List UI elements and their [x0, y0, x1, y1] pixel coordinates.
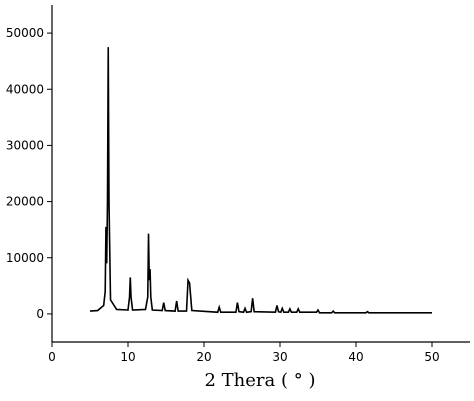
x-tick-label: 30	[272, 350, 287, 364]
y-tick-label: 10000	[6, 251, 44, 265]
y-tick-label: 50000	[6, 26, 44, 40]
line	[89, 47, 432, 314]
x-tick-label: 40	[348, 350, 363, 364]
x-tick-label: 0	[48, 350, 56, 364]
x-tick-label: 20	[196, 350, 211, 364]
y-tick-label: 20000	[6, 195, 44, 209]
y-tick-label: 40000	[6, 82, 44, 96]
y-tick-label: 0	[36, 307, 44, 321]
x-tick-label: 50	[424, 350, 439, 364]
x-axis-label: 2 Thera ( ° )	[205, 370, 316, 391]
y-tick-label: 30000	[6, 138, 44, 152]
x-tick-label: 10	[120, 350, 135, 364]
